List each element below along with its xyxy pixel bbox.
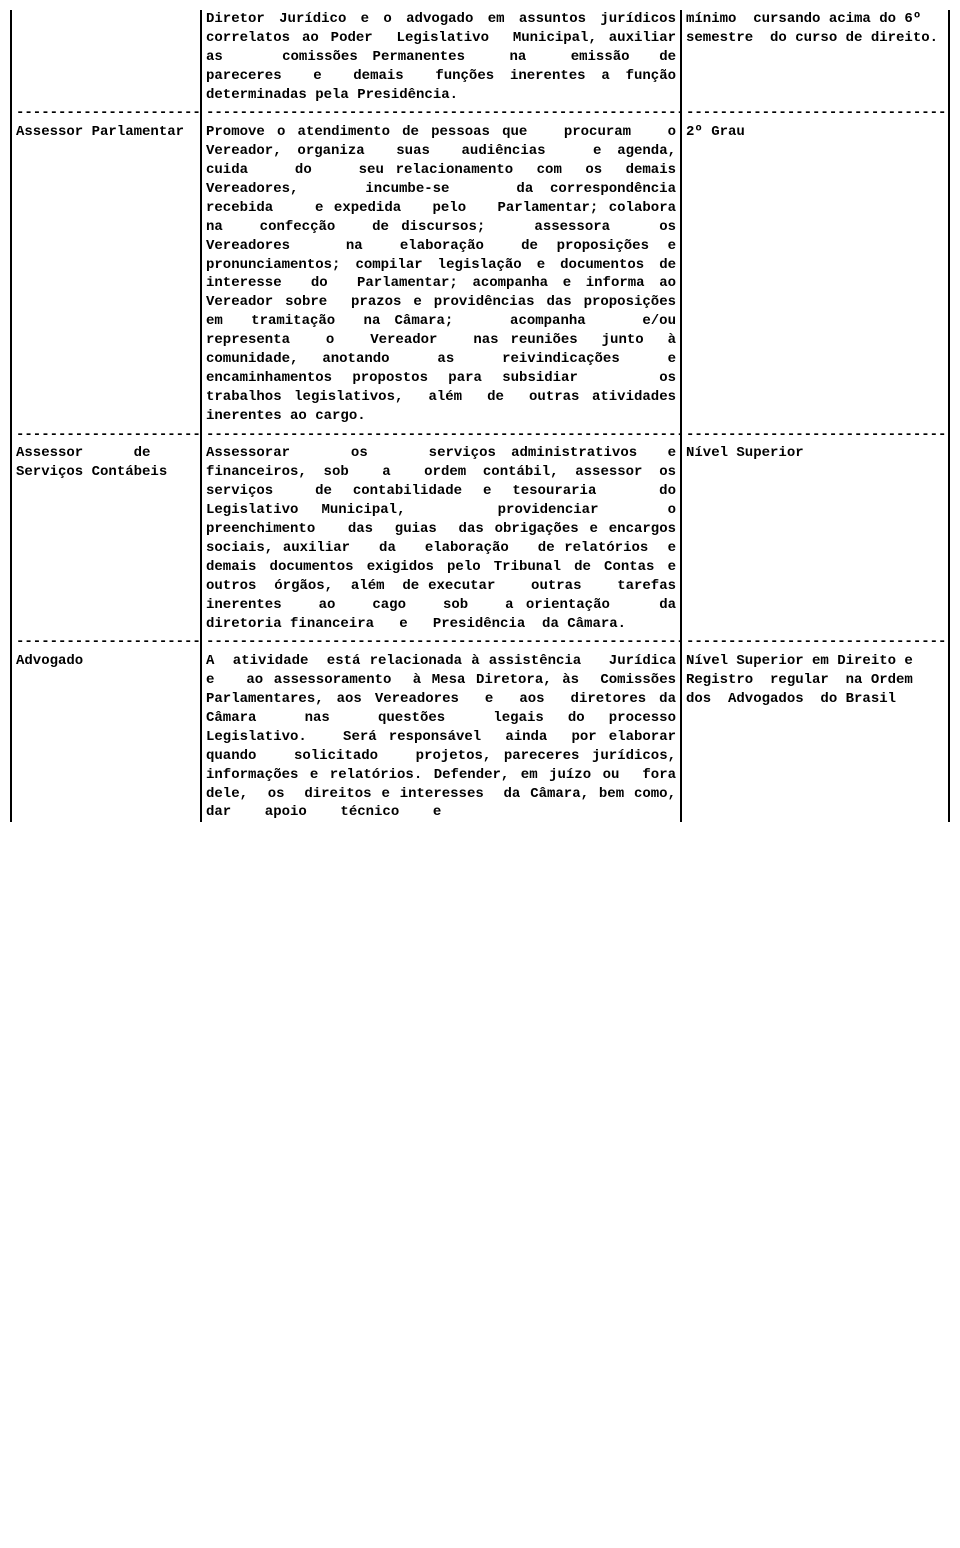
separator-cell: ----------------------------------------… xyxy=(682,104,950,123)
row-separator: ----------------------------------------… xyxy=(10,104,950,123)
description-cell: A atividade está relacionada à assistênc… xyxy=(202,652,682,822)
separator-cell: ----------------------------------------… xyxy=(202,104,682,123)
requirement-cell: mínimo cursando acima do 6º semestre do … xyxy=(682,10,950,104)
description-cell: Diretor Jurídico e o advogado em assunto… xyxy=(202,10,682,104)
position-title-cell xyxy=(10,10,202,104)
requirement-cell: Nível Superior xyxy=(682,444,950,633)
table-row: Diretor Jurídico e o advogado em assunto… xyxy=(10,10,950,104)
description-cell: Assessorar os serviços administrativos e… xyxy=(202,444,682,633)
separator-cell: ----------------------------------------… xyxy=(202,633,682,652)
separator-cell: ----------------------------------------… xyxy=(682,633,950,652)
requirement-cell: 2º Grau xyxy=(682,123,950,425)
separator-cell: ----------------------------------------… xyxy=(10,104,202,123)
separator-cell: ----------------------------------------… xyxy=(202,426,682,445)
table-row: Assessor de Serviços ContábeisAssessorar… xyxy=(10,444,950,633)
position-title-cell: Assessor de Serviços Contábeis xyxy=(10,444,202,633)
document-table: Diretor Jurídico e o advogado em assunto… xyxy=(10,10,950,822)
row-separator: ----------------------------------------… xyxy=(10,426,950,445)
position-title-cell: Advogado xyxy=(10,652,202,822)
separator-cell: ----------------------------------------… xyxy=(10,426,202,445)
row-separator: ----------------------------------------… xyxy=(10,633,950,652)
table-row: AdvogadoA atividade está relacionada à a… xyxy=(10,652,950,822)
separator-cell: ----------------------------------------… xyxy=(10,633,202,652)
table-row: Assessor ParlamentarPromove o atendiment… xyxy=(10,123,950,425)
description-cell: Promove o atendimento de pessoas que pro… xyxy=(202,123,682,425)
separator-cell: ----------------------------------------… xyxy=(682,426,950,445)
position-title-cell: Assessor Parlamentar xyxy=(10,123,202,425)
requirement-cell: Nível Superior em Direito e Registro reg… xyxy=(682,652,950,822)
